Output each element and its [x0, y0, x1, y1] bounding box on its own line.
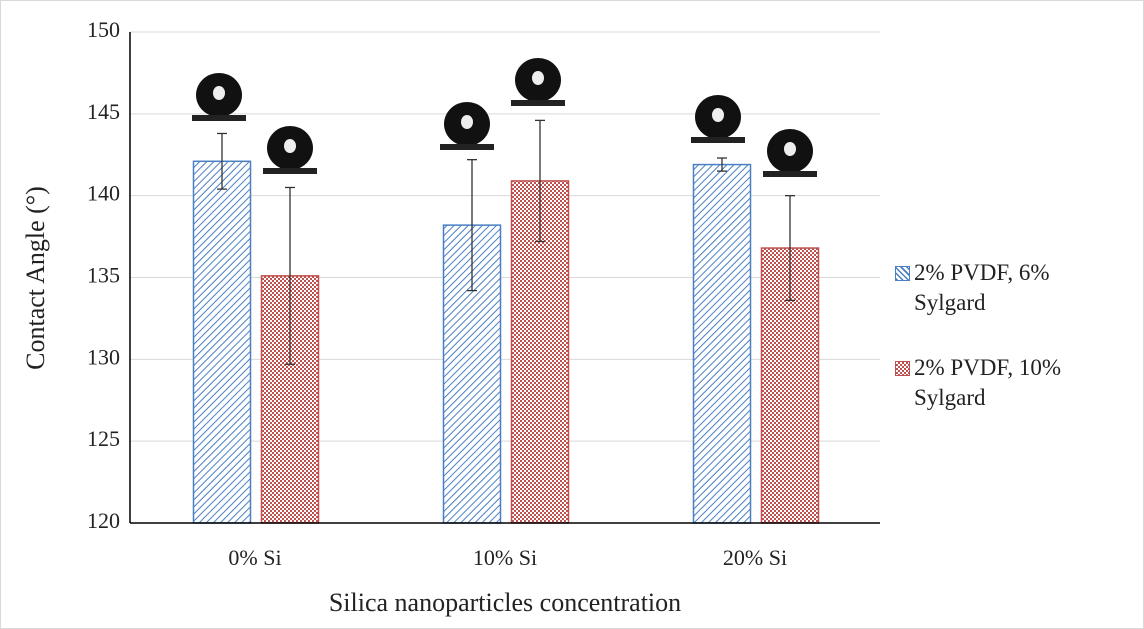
x-tick-label: 20% Si	[723, 545, 787, 570]
error-bar	[717, 157, 727, 172]
legend-entry: 2% PVDF, 10% Sylgard	[895, 353, 1135, 413]
error-bar	[785, 195, 795, 302]
legend-label: 2% PVDF, 6% Sylgard	[914, 260, 1050, 315]
x-tick-label: 0% Si	[228, 545, 281, 570]
error-bar	[535, 119, 545, 243]
y-axis-title: Contact Angle (°)	[21, 186, 50, 370]
droplet-images	[192, 58, 817, 177]
x-tick-label: 10% Si	[473, 545, 537, 570]
y-tick-label: 125	[87, 426, 120, 451]
legend-entry: 2% PVDF, 6% Sylgard	[895, 258, 1135, 318]
y-tick-label: 120	[87, 508, 120, 533]
y-tick-label: 150	[87, 17, 120, 42]
y-tick-label: 135	[87, 263, 120, 288]
legend-swatch	[895, 266, 910, 281]
legend-swatch	[895, 361, 910, 376]
y-tick-label: 145	[87, 99, 120, 124]
legend-label: 2% PVDF, 10% Sylgard	[914, 355, 1062, 410]
bar	[692, 163, 752, 524]
x-axis-title: Silica nanoparticles concentration	[329, 588, 681, 617]
y-tick-label: 130	[87, 344, 120, 369]
bars	[192, 160, 820, 524]
y-tick-label: 140	[87, 181, 120, 206]
error-bar	[467, 159, 477, 292]
error-bar	[217, 132, 227, 190]
bar	[192, 160, 252, 524]
error-bar	[285, 186, 295, 365]
